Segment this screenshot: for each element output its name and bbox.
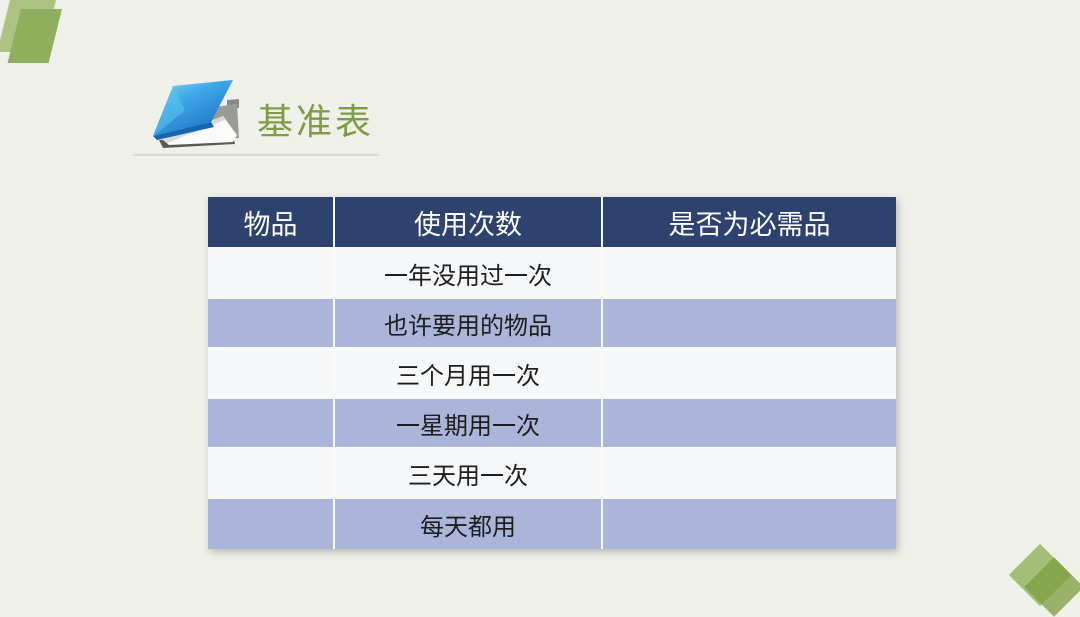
title-divider	[133, 154, 379, 156]
table-header-row: 物品 使用次数 是否为必需品	[208, 197, 896, 249]
cell-necessity	[603, 449, 896, 499]
cell-item	[208, 299, 335, 349]
table-row: 一年没用过一次	[208, 249, 896, 299]
table-row: 一星期用一次	[208, 399, 896, 449]
cell-usage: 一年没用过一次	[335, 249, 603, 299]
cell-item	[208, 499, 335, 549]
cell-item	[208, 449, 335, 499]
cell-usage: 三天用一次	[335, 449, 603, 499]
book-icon	[147, 78, 239, 150]
column-header-item: 物品	[208, 197, 335, 249]
column-header-necessity: 是否为必需品	[603, 197, 896, 249]
cell-item	[208, 399, 335, 449]
cell-usage: 每天都用	[335, 499, 603, 549]
cell-necessity	[603, 249, 896, 299]
cell-necessity	[603, 349, 896, 399]
benchmark-table-panel: 物品 使用次数 是否为必需品 一年没用过一次 也许要用的物品 三个月用一次 一星…	[208, 197, 896, 549]
cell-item	[208, 349, 335, 399]
cell-necessity	[603, 499, 896, 549]
benchmark-table: 物品 使用次数 是否为必需品 一年没用过一次 也许要用的物品 三个月用一次 一星…	[208, 197, 896, 549]
cell-usage: 三个月用一次	[335, 349, 603, 399]
cell-necessity	[603, 399, 896, 449]
cell-usage: 也许要用的物品	[335, 299, 603, 349]
table-row: 也许要用的物品	[208, 299, 896, 349]
page-title: 基准表	[257, 101, 375, 142]
column-header-usage: 使用次数	[335, 197, 603, 249]
cell-usage: 一星期用一次	[335, 399, 603, 449]
cell-item	[208, 249, 335, 299]
table-row: 三个月用一次	[208, 349, 896, 399]
table-row: 每天都用	[208, 499, 896, 549]
cell-necessity	[603, 299, 896, 349]
table-row: 三天用一次	[208, 449, 896, 499]
